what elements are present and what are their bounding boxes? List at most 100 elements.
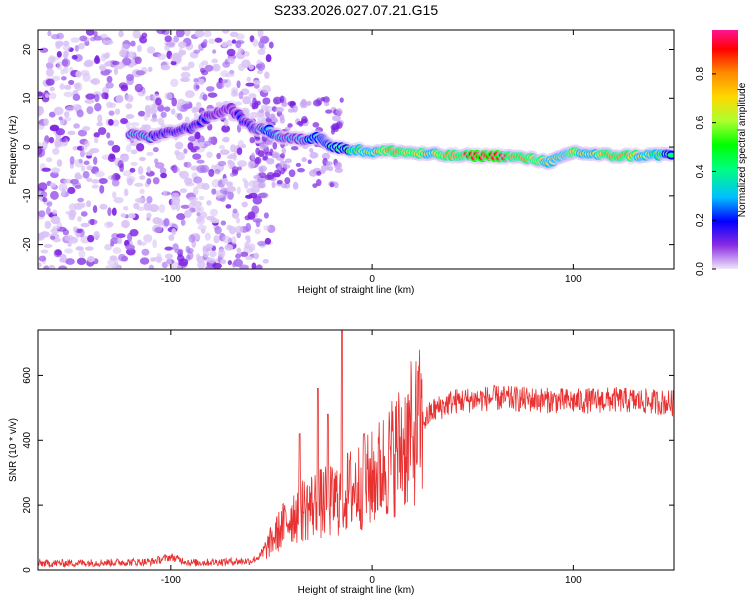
noise-blob <box>93 132 100 138</box>
noise-blob <box>224 73 235 78</box>
noise-blob <box>56 61 63 70</box>
noise-blob <box>197 224 207 231</box>
noise-blob <box>67 130 76 136</box>
noise-blob <box>133 202 140 210</box>
noise-blob <box>80 211 88 217</box>
noise-blob <box>194 131 201 140</box>
spectrogram-x-ticks: -100 0 100 <box>161 30 582 285</box>
noise-blob <box>91 77 101 86</box>
noise-blob <box>41 167 51 172</box>
noise-blob <box>244 235 251 241</box>
noise-blob <box>72 93 81 102</box>
noise-blob <box>212 63 221 72</box>
noise-blob <box>259 108 264 114</box>
noise-blob <box>139 36 148 44</box>
noise-blob <box>152 217 161 225</box>
noise-blob <box>279 117 285 124</box>
noise-blob <box>194 30 205 38</box>
noise-blob <box>339 97 344 103</box>
noise-blob <box>252 180 259 188</box>
noise-blob <box>188 196 198 202</box>
noise-blob <box>252 218 263 223</box>
noise-blob <box>201 70 209 76</box>
spectrogram-noise <box>38 30 345 269</box>
noise-blob <box>93 136 99 144</box>
noise-blob <box>253 139 263 144</box>
noise-blob <box>178 171 184 177</box>
noise-blob <box>268 41 274 49</box>
noise-blob <box>127 51 136 59</box>
noise-blob <box>119 49 127 58</box>
noise-blob <box>279 95 285 103</box>
noise-blob <box>83 61 93 68</box>
noise-blob <box>86 177 93 182</box>
noise-blob <box>111 144 121 153</box>
noise-blob <box>158 204 166 213</box>
noise-blob <box>209 208 219 217</box>
noise-blob <box>93 156 98 165</box>
noise-blob <box>73 82 81 90</box>
noise-blob <box>171 164 178 174</box>
noise-blob <box>176 102 182 111</box>
noise-blob <box>188 234 196 243</box>
noise-blob <box>145 95 151 101</box>
noise-blob <box>86 165 93 171</box>
noise-blob <box>123 188 129 197</box>
noise-blob <box>97 114 103 123</box>
noise-blob <box>126 74 135 81</box>
noise-blob <box>58 265 68 269</box>
noise-blob <box>39 47 49 53</box>
y-tick-label: 20 <box>22 44 33 56</box>
noise-blob <box>211 188 217 195</box>
y-tick-label: 400 <box>22 431 33 448</box>
noise-blob <box>184 161 192 168</box>
noise-blob <box>48 111 56 118</box>
noise-blob <box>202 250 210 259</box>
noise-blob <box>42 197 48 203</box>
noise-blob <box>253 174 261 180</box>
noise-blob <box>130 40 136 47</box>
noise-blob <box>221 125 231 133</box>
noise-blob <box>58 182 68 192</box>
noise-blob <box>106 75 113 83</box>
noise-blob <box>64 235 75 242</box>
colorbar-ticks: 0.0 0.2 0.4 0.6 0.8 <box>695 67 716 276</box>
noise-blob <box>246 188 254 194</box>
noise-blob <box>175 30 185 38</box>
noise-blob <box>245 82 255 87</box>
noise-blob <box>104 61 112 67</box>
noise-blob <box>62 44 71 51</box>
noise-blob <box>123 205 129 211</box>
noise-blob <box>149 203 159 213</box>
noise-blob <box>111 232 119 240</box>
noise-blob <box>93 56 101 65</box>
noise-blob <box>248 93 257 99</box>
noise-blob <box>264 237 272 245</box>
noise-blob <box>47 30 52 37</box>
noise-blob <box>203 30 212 38</box>
noise-blob <box>312 99 322 107</box>
noise-blob <box>65 106 75 112</box>
noise-blob <box>262 97 271 105</box>
y-tick-label: 600 <box>22 367 33 384</box>
noise-blob <box>52 147 60 155</box>
noise-blob <box>285 158 292 164</box>
noise-blob <box>241 201 248 208</box>
x-tick-label: -100 <box>161 274 181 285</box>
noise-blob <box>132 30 141 39</box>
snr-y-ticks: 0 200 400 600 <box>22 367 674 573</box>
noise-blob <box>292 181 299 190</box>
noise-blob <box>241 59 251 69</box>
noise-blob <box>208 38 215 45</box>
noise-blob <box>249 111 259 119</box>
noise-blob <box>99 185 105 194</box>
noise-blob <box>79 149 85 158</box>
noise-blob <box>58 116 63 121</box>
noise-blob <box>221 41 228 48</box>
noise-blob <box>97 127 107 136</box>
noise-blob <box>227 159 233 165</box>
noise-blob <box>78 249 86 259</box>
noise-blob <box>75 228 83 234</box>
noise-blob <box>80 69 90 76</box>
